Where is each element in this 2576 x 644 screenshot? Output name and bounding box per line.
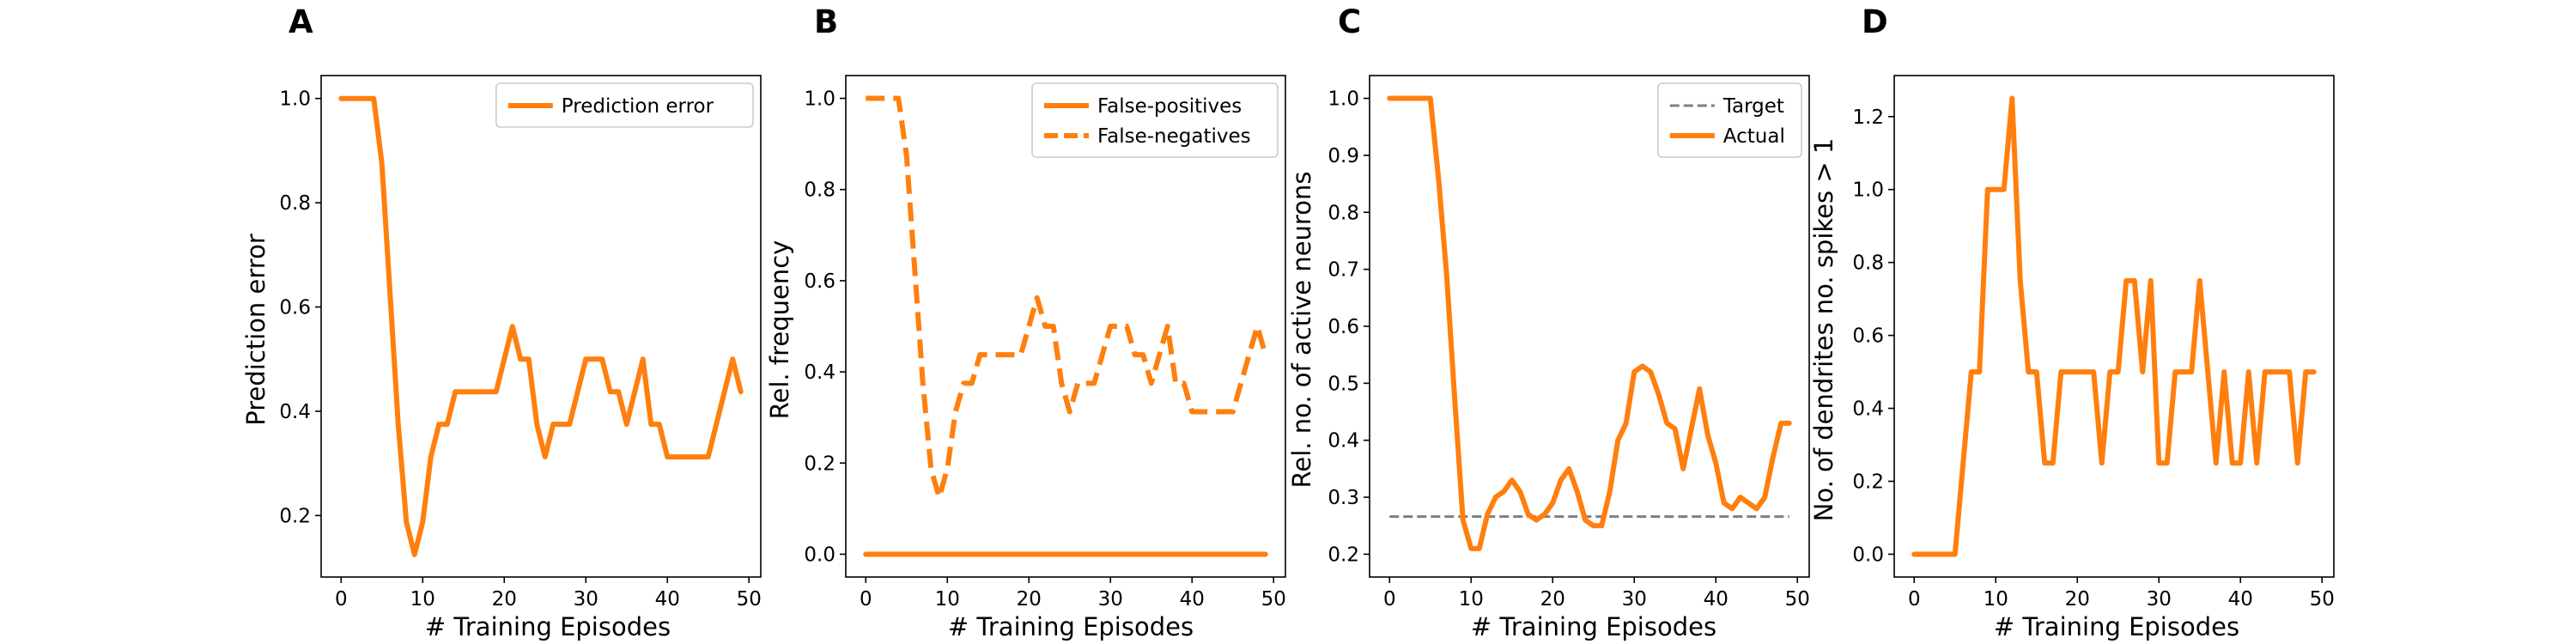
y-tick-label-a: 0.8 xyxy=(279,192,311,215)
legend-label-c-target: Target xyxy=(1722,95,1784,118)
y-tick-label-b: 0.8 xyxy=(804,179,835,202)
x-tick-label-c: 0 xyxy=(1383,588,1396,611)
x-tick-label-b: 30 xyxy=(1098,588,1123,611)
y-tick-label-a: 0.2 xyxy=(279,505,311,527)
axes-frame-a xyxy=(320,75,762,578)
plot-area-b: 0 10 20 30 40 50 0.0 0.2 0.4 0.6 0.8 1.0 False-posit… xyxy=(804,75,1286,611)
legend-label-b-false-positives: False-positives xyxy=(1097,95,1242,118)
x-axis-label-a: # Training Episodes xyxy=(425,612,671,641)
series-line-b-false-negatives xyxy=(866,95,1268,501)
x-tick-label-c: 50 xyxy=(1785,588,1810,611)
legend-frame-c xyxy=(1657,82,1802,158)
x-tick-label-d: 20 xyxy=(2065,588,2090,611)
x-tick-label-c: 10 xyxy=(1459,588,1484,611)
x-tick-label-c: 20 xyxy=(1540,588,1565,611)
y-tick-label-d: 0.0 xyxy=(1852,544,1884,566)
panel-d: D # Training Episodes No. of dendrites n… xyxy=(1809,3,2335,641)
y-tick-label-b: 0.0 xyxy=(804,544,835,566)
y-tick-label-d: 0.8 xyxy=(1852,252,1884,275)
y-tick-label-c: 0.7 xyxy=(1327,259,1359,282)
legend-label-b-false-negatives: False-negatives xyxy=(1097,125,1251,148)
x-tick-label-b: 40 xyxy=(1180,588,1205,611)
y-tick-label-a: 0.6 xyxy=(279,297,311,319)
y-tick-label-d: 1.0 xyxy=(1852,179,1884,202)
x-tick-label-c: 30 xyxy=(1622,588,1647,611)
x-tick-label-d: 50 xyxy=(2310,588,2335,611)
x-tick-label-b: 0 xyxy=(860,588,872,611)
x-tick-label-a: 30 xyxy=(574,588,598,611)
x-tick-label-d: 0 xyxy=(1908,588,1921,611)
panel-letter-c: C xyxy=(1338,3,1361,40)
y-tick-label-d: 0.6 xyxy=(1852,325,1884,348)
y-tick-label-c: 0.8 xyxy=(1327,202,1359,224)
y-tick-label-c: 0.9 xyxy=(1327,145,1359,167)
legend-frame-b xyxy=(1031,82,1279,158)
y-tick-label-a: 1.0 xyxy=(279,88,311,111)
axes-frame-b xyxy=(845,75,1286,578)
y-tick-label-d: 0.4 xyxy=(1852,398,1884,421)
x-tick-label-a: 40 xyxy=(655,588,680,611)
legend-label-c-actual: Actual xyxy=(1723,125,1785,148)
y-tick-label-c: 0.2 xyxy=(1327,544,1359,566)
panel-a: A # Training Episodes Prediction error 0… xyxy=(241,3,762,641)
y-tick-label-c: 1.0 xyxy=(1327,88,1359,111)
series-line-d-series xyxy=(1911,95,2317,557)
plot-area-c: 0 10 20 30 40 50 0.2 0.3 0.4 0.5 0.6 0.7 0.8 0.9 1.0 Ta… xyxy=(1327,75,1810,611)
y-axis-label-b: Rel. frequency xyxy=(765,240,794,420)
y-tick-label-c: 0.4 xyxy=(1327,430,1359,453)
x-tick-label-b: 50 xyxy=(1261,588,1286,611)
x-tick-label-d: 30 xyxy=(2147,588,2172,611)
y-tick-label-b: 1.0 xyxy=(804,88,835,111)
x-tick-label-d: 10 xyxy=(1984,588,2008,611)
y-tick-label-b: 0.6 xyxy=(804,270,835,293)
y-tick-label-c: 0.3 xyxy=(1327,487,1359,509)
x-tick-label-d: 40 xyxy=(2228,588,2253,611)
x-tick-label-b: 10 xyxy=(935,588,960,611)
y-tick-label-c: 0.6 xyxy=(1327,316,1359,338)
x-tick-label-a: 10 xyxy=(410,588,435,611)
y-tick-label-a: 0.4 xyxy=(279,401,311,423)
x-tick-label-a: 50 xyxy=(737,588,762,611)
y-axis-label-c: Rel. no. of active neurons xyxy=(1287,172,1316,489)
legend-label-a-prediction-error: Prediction error xyxy=(562,95,714,118)
panel-c: C # Training Episodes Rel. no. of active… xyxy=(1287,3,1810,641)
plot-area-d: 0 10 20 30 40 50 0.0 0.2 0.4 0.6 0.8 1.0 1.2 xyxy=(1852,75,2335,611)
x-tick-label-a: 0 xyxy=(335,588,348,611)
axes-frame-d xyxy=(1893,75,2335,578)
legend-frame-a xyxy=(495,82,754,128)
series-line-a-prediction-error xyxy=(338,95,744,557)
y-axis-label-a: Prediction error xyxy=(241,234,270,426)
y-tick-label-c: 0.5 xyxy=(1327,373,1359,395)
panel-letter-b: B xyxy=(814,3,838,40)
x-axis-label-b: # Training Episodes xyxy=(948,612,1194,641)
y-tick-label-b: 0.2 xyxy=(804,453,835,475)
x-axis-label-d: # Training Episodes xyxy=(1994,612,2239,641)
y-tick-label-b: 0.4 xyxy=(804,361,835,384)
series-line-c-actual xyxy=(1387,95,1792,551)
panel-letter-d: D xyxy=(1862,3,1888,40)
y-tick-label-d: 1.2 xyxy=(1852,106,1884,129)
panel-letter-a: A xyxy=(289,3,313,40)
x-axis-label-c: # Training Episodes xyxy=(1471,612,1716,641)
panel-b: B # Training Episodes Rel. frequency 0 10… xyxy=(765,3,1286,641)
x-tick-label-b: 20 xyxy=(1017,588,1042,611)
y-tick-label-d: 0.2 xyxy=(1852,471,1884,494)
y-axis-label-d: No. of dendrites no. spikes > 1 xyxy=(1809,138,1838,522)
x-tick-label-c: 40 xyxy=(1704,588,1728,611)
plot-area-a: 0 10 20 30 40 50 0.2 0.4 0.6 0.8 1.0 Prediction err… xyxy=(279,75,762,611)
x-tick-label-a: 20 xyxy=(492,588,517,611)
